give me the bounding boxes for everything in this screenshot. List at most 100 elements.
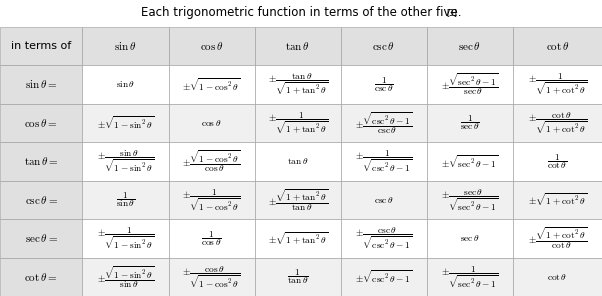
Text: $\pm\dfrac{\csc\theta}{\sqrt{\csc^{2}\theta-1}}$: $\pm\dfrac{\csc\theta}{\sqrt{\csc^{2}\th… (355, 226, 412, 251)
Text: $\pm\dfrac{\sin\theta}{\sqrt{1-\sin^{2}\theta}}$: $\pm\dfrac{\sin\theta}{\sqrt{1-\sin^{2}\… (97, 149, 154, 174)
Text: $\pm\dfrac{\sqrt{1-\sin^{2}\theta}}{\sin\theta}$: $\pm\dfrac{\sqrt{1-\sin^{2}\theta}}{\sin… (97, 264, 154, 289)
Bar (169, 219, 255, 258)
Bar (427, 27, 513, 65)
Text: $\cot\theta$: $\cot\theta$ (545, 40, 569, 52)
Text: $\pm\dfrac{\cos\theta}{\sqrt{1-\cos^{2}\theta}}$: $\pm\dfrac{\cos\theta}{\sqrt{1-\cos^{2}\… (182, 264, 241, 289)
Text: $\dfrac{1}{\cos\theta}$: $\dfrac{1}{\cos\theta}$ (202, 229, 222, 248)
Text: $\pm\dfrac{1}{\sqrt{\csc^{2}\theta-1}}$: $\pm\dfrac{1}{\sqrt{\csc^{2}\theta-1}}$ (355, 149, 412, 174)
Text: $\sec\theta =$: $\sec\theta =$ (25, 232, 58, 244)
Text: $\pm\dfrac{\sec\theta}{\sqrt{\sec^{2}\theta-1}}$: $\pm\dfrac{\sec\theta}{\sqrt{\sec^{2}\th… (441, 187, 498, 213)
Bar (255, 104, 341, 142)
Text: $\pm\dfrac{\cot\theta}{\sqrt{1+\cot^{2}\theta}}$: $\pm\dfrac{\cot\theta}{\sqrt{1+\cot^{2}\… (528, 110, 587, 136)
Bar (341, 27, 427, 65)
Bar (82, 27, 169, 65)
Text: $\dfrac{1}{\cot\theta}$: $\dfrac{1}{\cot\theta}$ (547, 152, 568, 171)
Text: in terms of: in terms of (11, 41, 72, 51)
Text: $\cot\theta =$: $\cot\theta =$ (25, 271, 58, 283)
Bar (427, 142, 513, 181)
Bar (169, 27, 255, 65)
Bar (513, 258, 602, 296)
Bar (169, 258, 255, 296)
Text: $\pm\dfrac{\sqrt{1+\tan^{2}\theta}}{\tan\theta}$: $\pm\dfrac{\sqrt{1+\tan^{2}\theta}}{\tan… (268, 187, 327, 213)
Text: $\pm\sqrt{1-\cos^{2}\theta}$: $\pm\sqrt{1-\cos^{2}\theta}$ (182, 76, 241, 93)
Text: $\pm\dfrac{1}{\sqrt{1-\sin^{2}\theta}}$: $\pm\dfrac{1}{\sqrt{1-\sin^{2}\theta}}$ (97, 226, 154, 251)
Bar (82, 219, 169, 258)
Bar (0, 65, 82, 104)
Text: $\dfrac{1}{\tan\theta}$: $\dfrac{1}{\tan\theta}$ (287, 267, 308, 286)
Bar (169, 65, 255, 104)
Text: $\pm\dfrac{\sqrt{1+\cot^{2}\theta}}{\cot\theta}$: $\pm\dfrac{\sqrt{1+\cot^{2}\theta}}{\cot… (528, 226, 587, 251)
Bar (169, 104, 255, 142)
Bar (255, 219, 341, 258)
Bar (427, 258, 513, 296)
Text: $\csc\theta =$: $\csc\theta =$ (25, 194, 58, 206)
Bar (169, 181, 255, 219)
Text: $\dfrac{1}{\sin\theta}$: $\dfrac{1}{\sin\theta}$ (116, 190, 135, 209)
Text: $\pm\dfrac{1}{\sqrt{\sec^{2}\theta-1}}$: $\pm\dfrac{1}{\sqrt{\sec^{2}\theta-1}}$ (441, 264, 498, 289)
Bar (0, 142, 82, 181)
Bar (513, 27, 602, 65)
Bar (513, 104, 602, 142)
Text: $\pm\dfrac{1}{\sqrt{1+\tan^{2}\theta}}$: $\pm\dfrac{1}{\sqrt{1+\tan^{2}\theta}}$ (268, 110, 327, 136)
Bar (255, 142, 341, 181)
Text: $\pm\sqrt{1+\tan^{2}\theta}$: $\pm\sqrt{1+\tan^{2}\theta}$ (268, 230, 327, 247)
Bar (255, 27, 341, 65)
Bar (513, 219, 602, 258)
Text: $\sin\theta$: $\sin\theta$ (116, 79, 135, 89)
Text: $\sec\theta$: $\sec\theta$ (460, 233, 480, 243)
Text: $\sin\theta =$: $\sin\theta =$ (25, 78, 57, 90)
Bar (341, 181, 427, 219)
Text: $\sec\theta$: $\sec\theta$ (458, 40, 482, 52)
Text: $\pm\dfrac{\tan\theta}{\sqrt{1+\tan^{2}\theta}}$: $\pm\dfrac{\tan\theta}{\sqrt{1+\tan^{2}\… (268, 72, 327, 97)
Bar (0, 181, 82, 219)
Text: $\pm\sqrt{1-\sin^{2}\theta}$: $\pm\sqrt{1-\sin^{2}\theta}$ (97, 115, 154, 131)
Bar (169, 142, 255, 181)
Text: [3]: [3] (447, 8, 458, 17)
Bar (0, 104, 82, 142)
Text: Each trigonometric function in terms of the other five.: Each trigonometric function in terms of … (141, 6, 461, 19)
Bar (427, 181, 513, 219)
Bar (255, 258, 341, 296)
Bar (255, 181, 341, 219)
Bar (513, 65, 602, 104)
Text: $\cot\theta$: $\cot\theta$ (547, 272, 568, 282)
Text: $\dfrac{1}{\sec\theta}$: $\dfrac{1}{\sec\theta}$ (460, 113, 480, 132)
Text: $\pm\dfrac{1}{\sqrt{1-\cos^{2}\theta}}$: $\pm\dfrac{1}{\sqrt{1-\cos^{2}\theta}}$ (182, 187, 241, 213)
Bar (0, 258, 82, 296)
Bar (427, 104, 513, 142)
Bar (255, 65, 341, 104)
Bar (513, 181, 602, 219)
Bar (82, 104, 169, 142)
Bar (82, 142, 169, 181)
Bar (341, 104, 427, 142)
Bar (513, 142, 602, 181)
Bar (82, 65, 169, 104)
Text: $\pm\dfrac{\sqrt{\csc^{2}\theta-1}}{\csc\theta}$: $\pm\dfrac{\sqrt{\csc^{2}\theta-1}}{\csc… (355, 110, 412, 136)
Bar (0, 219, 82, 258)
Text: $\csc\theta$: $\csc\theta$ (374, 195, 394, 205)
Text: $\pm\dfrac{1}{\sqrt{1+\cot^{2}\theta}}$: $\pm\dfrac{1}{\sqrt{1+\cot^{2}\theta}}$ (528, 72, 587, 97)
Text: $\pm\sqrt{1+\cot^{2}\theta}$: $\pm\sqrt{1+\cot^{2}\theta}$ (528, 192, 587, 208)
Text: $\dfrac{1}{\csc\theta}$: $\dfrac{1}{\csc\theta}$ (374, 75, 394, 94)
Bar (82, 181, 169, 219)
Text: $\pm\dfrac{\sqrt{1-\cos^{2}\theta}}{\cos\theta}$: $\pm\dfrac{\sqrt{1-\cos^{2}\theta}}{\cos… (182, 149, 241, 174)
Bar (0, 27, 82, 65)
Text: $\csc\theta$: $\csc\theta$ (372, 40, 396, 52)
Bar (341, 258, 427, 296)
Text: $\pm\sqrt{\sec^{2}\theta-1}$: $\pm\sqrt{\sec^{2}\theta-1}$ (441, 153, 498, 170)
Text: $\pm\dfrac{\sqrt{\sec^{2}\theta-1}}{\sec\theta}$: $\pm\dfrac{\sqrt{\sec^{2}\theta-1}}{\sec… (441, 72, 498, 97)
Text: $\tan\theta$: $\tan\theta$ (287, 156, 308, 166)
Text: $\cos\theta$: $\cos\theta$ (202, 118, 222, 128)
Bar (427, 219, 513, 258)
Bar (82, 258, 169, 296)
Bar (427, 65, 513, 104)
Text: $\cos\theta =$: $\cos\theta =$ (25, 117, 58, 129)
Bar (341, 219, 427, 258)
Text: $\tan\theta =$: $\tan\theta =$ (24, 155, 58, 167)
Text: $\pm\sqrt{\csc^{2}\theta-1}$: $\pm\sqrt{\csc^{2}\theta-1}$ (355, 268, 412, 285)
Text: $\tan\theta$: $\tan\theta$ (285, 40, 310, 52)
Bar (341, 142, 427, 181)
Text: $\cos\theta$: $\cos\theta$ (200, 40, 223, 52)
Bar (341, 65, 427, 104)
Text: $\sin\theta$: $\sin\theta$ (114, 40, 137, 52)
